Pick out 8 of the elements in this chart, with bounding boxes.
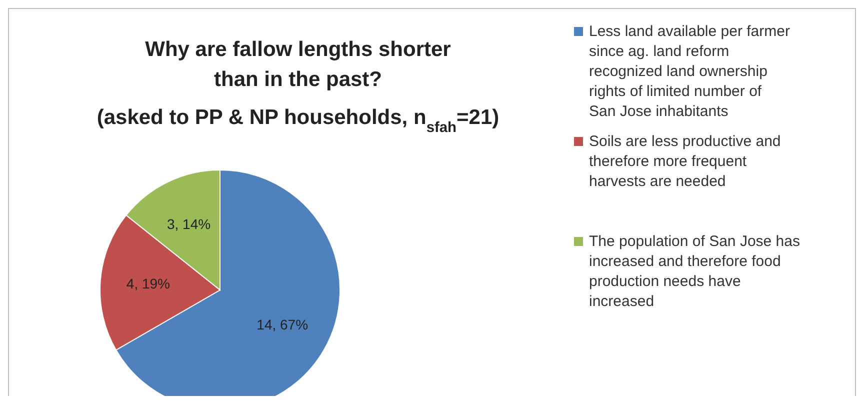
- legend-label: The population of San Jose has increased and therefore food production needs have increased: [589, 233, 800, 310]
- data-label: 3, 14%: [166, 216, 211, 232]
- text: Why are fallow lengths shorter than in the past?: [145, 38, 451, 91]
- text: (asked to PP & NP households, n$_{sfah}$=21): [96, 106, 500, 136]
- data-label: 14, 67%: [256, 316, 308, 333]
- data-label: 4, 19%: [126, 275, 170, 292]
- legend-label: Soils are less productive and therefore more frequent harvests are needed: [589, 133, 781, 190]
- legend-label: Less land available per farmer since ag. land reform recognized land ownership rights of limited number of San Jose inhabitants: [589, 23, 790, 120]
